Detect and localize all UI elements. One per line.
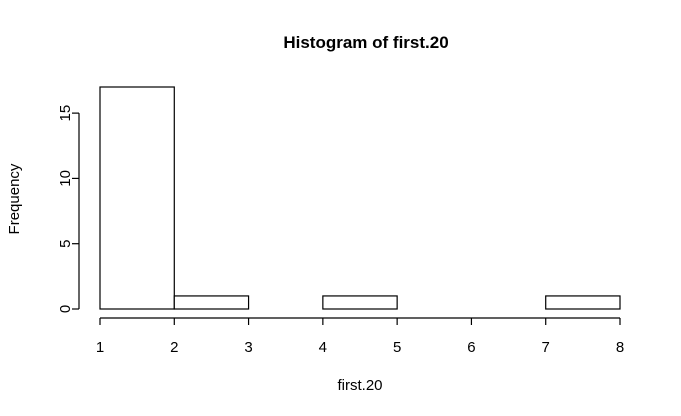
chart-title: Histogram of first.20 [283, 33, 448, 52]
bars-group [99, 86, 621, 310]
x-tick-label: 5 [393, 339, 401, 356]
histogram-bar-1-2 [99, 86, 175, 310]
y-tick-label: 0 [57, 305, 74, 313]
histogram-bar-4-5 [322, 295, 398, 310]
x-tick-label: 3 [244, 339, 252, 356]
y-axis-label: Frequency [6, 163, 23, 234]
y-tick-label: 5 [57, 240, 74, 248]
y-tick-label: 15 [57, 105, 74, 122]
x-tick-label: 2 [170, 339, 178, 356]
y-axis: 0 5 10 15 [57, 105, 80, 313]
x-tick-label: 1 [96, 339, 104, 356]
x-axis-label: first.20 [337, 377, 382, 394]
x-tick-label: 4 [319, 339, 327, 356]
y-tick-label: 10 [57, 170, 74, 187]
histogram-bar-7-8 [545, 295, 621, 310]
histogram-bar-2-3 [173, 295, 250, 310]
x-tick-label: 7 [542, 339, 550, 356]
x-tick-label: 6 [467, 339, 475, 356]
x-tick-label: 8 [616, 339, 624, 356]
x-axis: 1 2 3 4 5 6 7 8 [96, 317, 624, 356]
